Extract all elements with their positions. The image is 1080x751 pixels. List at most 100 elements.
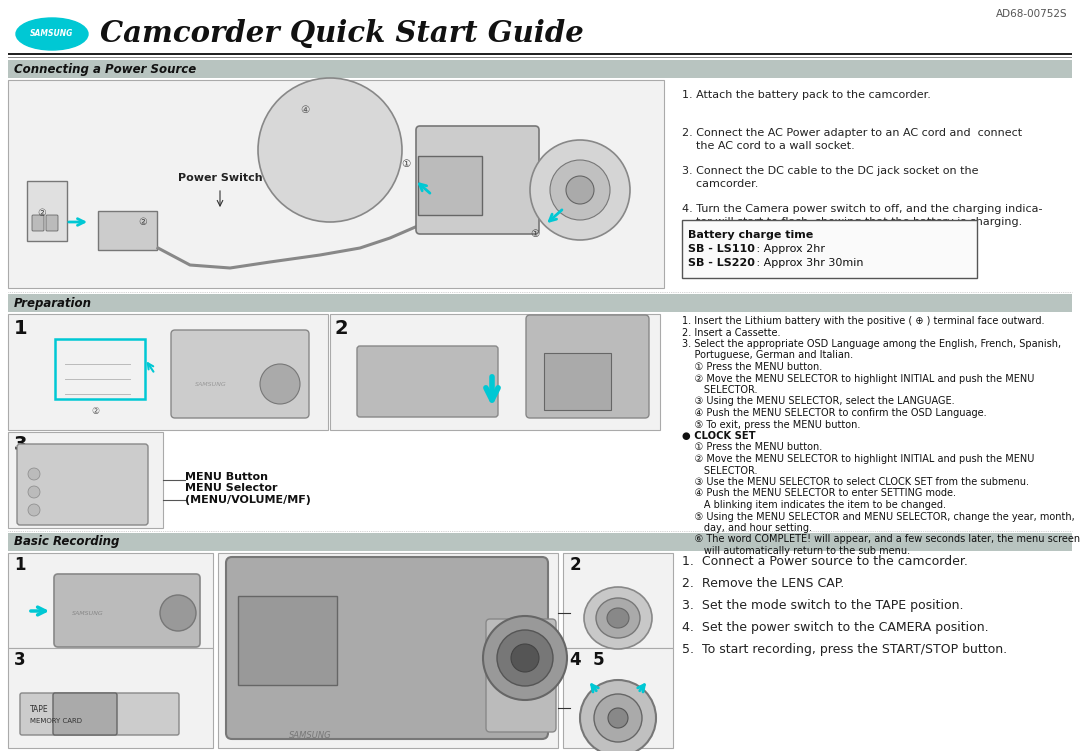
FancyBboxPatch shape: [416, 126, 539, 234]
Text: SAMSUNG: SAMSUNG: [195, 382, 227, 387]
FancyBboxPatch shape: [8, 553, 213, 648]
Text: SELECTOR.: SELECTOR.: [681, 466, 757, 475]
Text: SB - LS220: SB - LS220: [688, 258, 755, 268]
FancyBboxPatch shape: [53, 693, 117, 735]
Text: 4  5: 4 5: [570, 651, 605, 669]
FancyBboxPatch shape: [8, 53, 1072, 55]
Text: 1. Attach the battery pack to the camcorder.: 1. Attach the battery pack to the camcor…: [681, 90, 931, 100]
Text: 2. Insert a Cassette.: 2. Insert a Cassette.: [681, 327, 781, 337]
Text: 3. Connect the DC cable to the DC jack socket on the: 3. Connect the DC cable to the DC jack s…: [681, 166, 978, 176]
Text: ①: ①: [530, 229, 540, 239]
Text: Connecting a Power Source: Connecting a Power Source: [14, 62, 197, 76]
Text: Camcorder Quick Start Guide: Camcorder Quick Start Guide: [100, 20, 584, 49]
Text: 3.  Set the mode switch to the TAPE position.: 3. Set the mode switch to the TAPE posit…: [681, 599, 963, 612]
Ellipse shape: [596, 598, 640, 638]
Text: 5.  To start recording, press the START/STOP button.: 5. To start recording, press the START/S…: [681, 643, 1008, 656]
Text: MENU Button: MENU Button: [185, 472, 268, 482]
Text: ②: ②: [91, 407, 99, 416]
FancyBboxPatch shape: [8, 648, 213, 748]
Text: 1. Insert the Lithium battery with the positive ( ⊕ ) terminal face outward.: 1. Insert the Lithium battery with the p…: [681, 316, 1044, 326]
Circle shape: [28, 504, 40, 516]
FancyBboxPatch shape: [218, 553, 558, 748]
Text: 1: 1: [14, 556, 26, 574]
FancyBboxPatch shape: [8, 314, 328, 430]
Text: SAMSUNG: SAMSUNG: [288, 731, 332, 740]
Text: ② Move the MENU SELECTOR to highlight INITIAL and push the MENU: ② Move the MENU SELECTOR to highlight IN…: [681, 454, 1035, 464]
FancyBboxPatch shape: [21, 693, 179, 735]
Circle shape: [550, 160, 610, 220]
Text: 1.  Connect a Power source to the camcorder.: 1. Connect a Power source to the camcord…: [681, 555, 968, 568]
Text: the AC cord to a wall socket.: the AC cord to a wall socket.: [681, 141, 854, 151]
Text: 4. Turn the Camera power switch to off, and the charging indica-: 4. Turn the Camera power switch to off, …: [681, 204, 1042, 214]
Text: SAMSUNG: SAMSUNG: [30, 29, 73, 38]
Circle shape: [483, 616, 567, 700]
Text: ① Press the MENU button.: ① Press the MENU button.: [681, 362, 822, 372]
Ellipse shape: [607, 608, 629, 628]
Text: Power Switch: Power Switch: [178, 173, 262, 183]
Text: A blinking item indicates the item to be changed.: A blinking item indicates the item to be…: [681, 500, 946, 510]
Text: MENU Selector
(MENU/VOLUME/MF): MENU Selector (MENU/VOLUME/MF): [185, 483, 311, 505]
FancyBboxPatch shape: [563, 553, 673, 648]
Text: ④ Push the MENU SELECTOR to confirm the OSD Language.: ④ Push the MENU SELECTOR to confirm the …: [681, 408, 987, 418]
Text: : Approx 2hr: : Approx 2hr: [753, 244, 825, 254]
Text: MEMORY CARD: MEMORY CARD: [30, 718, 82, 724]
Text: Preparation: Preparation: [14, 297, 92, 309]
Text: 2: 2: [570, 556, 582, 574]
FancyBboxPatch shape: [8, 533, 1072, 551]
Text: AD68-00752S: AD68-00752S: [997, 9, 1068, 19]
Ellipse shape: [16, 18, 87, 50]
Text: ②: ②: [38, 208, 46, 218]
Circle shape: [258, 78, 402, 222]
Text: 2.  Remove the LENS CAP.: 2. Remove the LENS CAP.: [681, 577, 845, 590]
FancyBboxPatch shape: [46, 215, 58, 231]
Circle shape: [160, 595, 195, 631]
Text: 2: 2: [335, 318, 349, 337]
FancyBboxPatch shape: [226, 557, 548, 739]
FancyBboxPatch shape: [8, 80, 664, 288]
Text: ①: ①: [402, 159, 410, 169]
Text: ⑤ To exit, press the MENU button.: ⑤ To exit, press the MENU button.: [681, 420, 861, 430]
FancyBboxPatch shape: [563, 648, 673, 748]
Circle shape: [566, 176, 594, 204]
Text: ① Press the MENU button.: ① Press the MENU button.: [681, 442, 822, 453]
Text: Battery charge time: Battery charge time: [688, 230, 813, 240]
Text: ⑥ The word COMPLETE! will appear, and a few seconds later, the menu screen: ⑥ The word COMPLETE! will appear, and a …: [681, 535, 1080, 544]
Circle shape: [580, 680, 656, 751]
FancyBboxPatch shape: [526, 315, 649, 418]
Text: ③ Using the MENU SELECTOR, select the LANGUAGE.: ③ Using the MENU SELECTOR, select the LA…: [681, 397, 955, 406]
FancyBboxPatch shape: [330, 314, 660, 430]
Circle shape: [497, 630, 553, 686]
Text: camcorder.: camcorder.: [681, 179, 758, 189]
Text: ②: ②: [138, 217, 147, 227]
FancyBboxPatch shape: [8, 57, 1072, 58]
Text: 3. Select the appropriate OSD Language among the English, French, Spanish,: 3. Select the appropriate OSD Language a…: [681, 339, 1062, 349]
Circle shape: [608, 708, 627, 728]
FancyBboxPatch shape: [54, 574, 200, 647]
Text: 2. Connect the AC Power adapter to an AC cord and  connect: 2. Connect the AC Power adapter to an AC…: [681, 128, 1022, 138]
Text: SELECTOR.: SELECTOR.: [681, 385, 757, 395]
Text: ④: ④: [300, 105, 310, 115]
FancyBboxPatch shape: [486, 619, 556, 732]
FancyBboxPatch shape: [32, 215, 44, 231]
Circle shape: [28, 486, 40, 498]
Circle shape: [260, 364, 300, 404]
Text: SAMSUNG: SAMSUNG: [72, 611, 104, 616]
FancyBboxPatch shape: [27, 181, 67, 241]
Text: 4.  Set the power switch to the CAMERA position.: 4. Set the power switch to the CAMERA po…: [681, 621, 988, 634]
Text: day, and hour setting.: day, and hour setting.: [681, 523, 812, 533]
Text: Basic Recording: Basic Recording: [14, 535, 120, 548]
FancyBboxPatch shape: [357, 346, 498, 417]
Text: will automatically return to the sub menu.: will automatically return to the sub men…: [681, 546, 910, 556]
FancyBboxPatch shape: [8, 60, 1072, 78]
FancyBboxPatch shape: [544, 353, 611, 410]
Text: ⑤ Using the MENU SELECTOR and MENU SELECTOR, change the year, month,: ⑤ Using the MENU SELECTOR and MENU SELEC…: [681, 511, 1075, 521]
Circle shape: [530, 140, 630, 240]
Circle shape: [28, 468, 40, 480]
Circle shape: [594, 694, 642, 742]
Text: ③ Use the MENU SELECTOR to select CLOCK SET from the submenu.: ③ Use the MENU SELECTOR to select CLOCK …: [681, 477, 1029, 487]
FancyBboxPatch shape: [418, 156, 482, 215]
Circle shape: [511, 644, 539, 672]
Text: SB - LS110: SB - LS110: [688, 244, 755, 254]
Text: Portuguese, German and Italian.: Portuguese, German and Italian.: [681, 351, 853, 360]
Text: 3: 3: [14, 435, 27, 454]
